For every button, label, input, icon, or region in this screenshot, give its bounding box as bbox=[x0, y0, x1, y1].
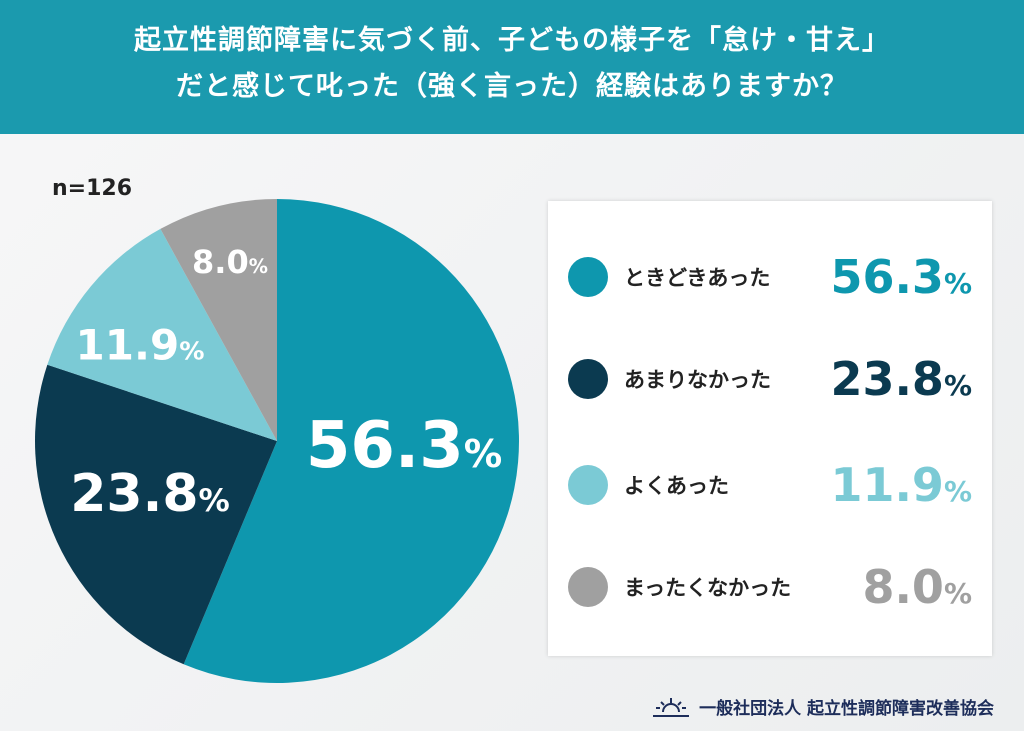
legend-value: 56.3% bbox=[830, 250, 972, 304]
pie-slice-2 bbox=[47, 228, 278, 441]
legend-value: 11.9% bbox=[830, 458, 972, 512]
legend-swatch bbox=[568, 359, 608, 399]
pie-slice-0 bbox=[183, 199, 519, 683]
sample-size: n=126 bbox=[52, 176, 133, 201]
sunrise-icon bbox=[653, 697, 690, 717]
legend-label: あまりなかった bbox=[624, 368, 771, 392]
legend: ときどきあった 56.3% あまりなかった 23.8% よくあった 11.9% … bbox=[548, 201, 992, 656]
pie-slice-1 bbox=[34, 364, 277, 665]
title-line-1: 起立性調節障害に気づく前、子どもの様子を「怠け・甘え」 bbox=[134, 25, 890, 56]
legend-swatch bbox=[568, 567, 608, 607]
title-line-2: だと感じて叱った（強く言った）経験はありますか？ bbox=[176, 71, 848, 102]
legend-label: ときどきあった bbox=[624, 266, 771, 290]
legend-swatch bbox=[568, 257, 608, 297]
legend-item: よくあった 11.9% bbox=[568, 455, 972, 515]
legend-item: まったくなかった 8.0% bbox=[568, 557, 972, 617]
legend-value: 23.8% bbox=[830, 352, 972, 406]
pie-slice-3 bbox=[160, 199, 277, 441]
chart-title: 起立性調節障害に気づく前、子どもの様子を「怠け・甘え」 だと感じて叱った（強く言… bbox=[0, 0, 1024, 134]
org-name: 一般社団法人 起立性調節障害改善協会 bbox=[699, 699, 994, 719]
legend-label: まったくなかった bbox=[624, 576, 792, 600]
slice-label-2: 11.9% bbox=[75, 320, 205, 370]
footer: 一般社団法人 起立性調節障害改善協会 bbox=[651, 694, 994, 719]
slice-label-1: 23.8% bbox=[70, 464, 230, 524]
legend-item: あまりなかった 23.8% bbox=[568, 349, 972, 409]
legend-item: ときどきあった 56.3% bbox=[568, 247, 972, 307]
slice-label-3: 8.0% bbox=[192, 243, 268, 281]
legend-label: よくあった bbox=[624, 474, 729, 498]
legend-value: 8.0% bbox=[862, 560, 972, 614]
slice-label-0: 56.3% bbox=[305, 409, 503, 483]
legend-swatch bbox=[568, 465, 608, 505]
